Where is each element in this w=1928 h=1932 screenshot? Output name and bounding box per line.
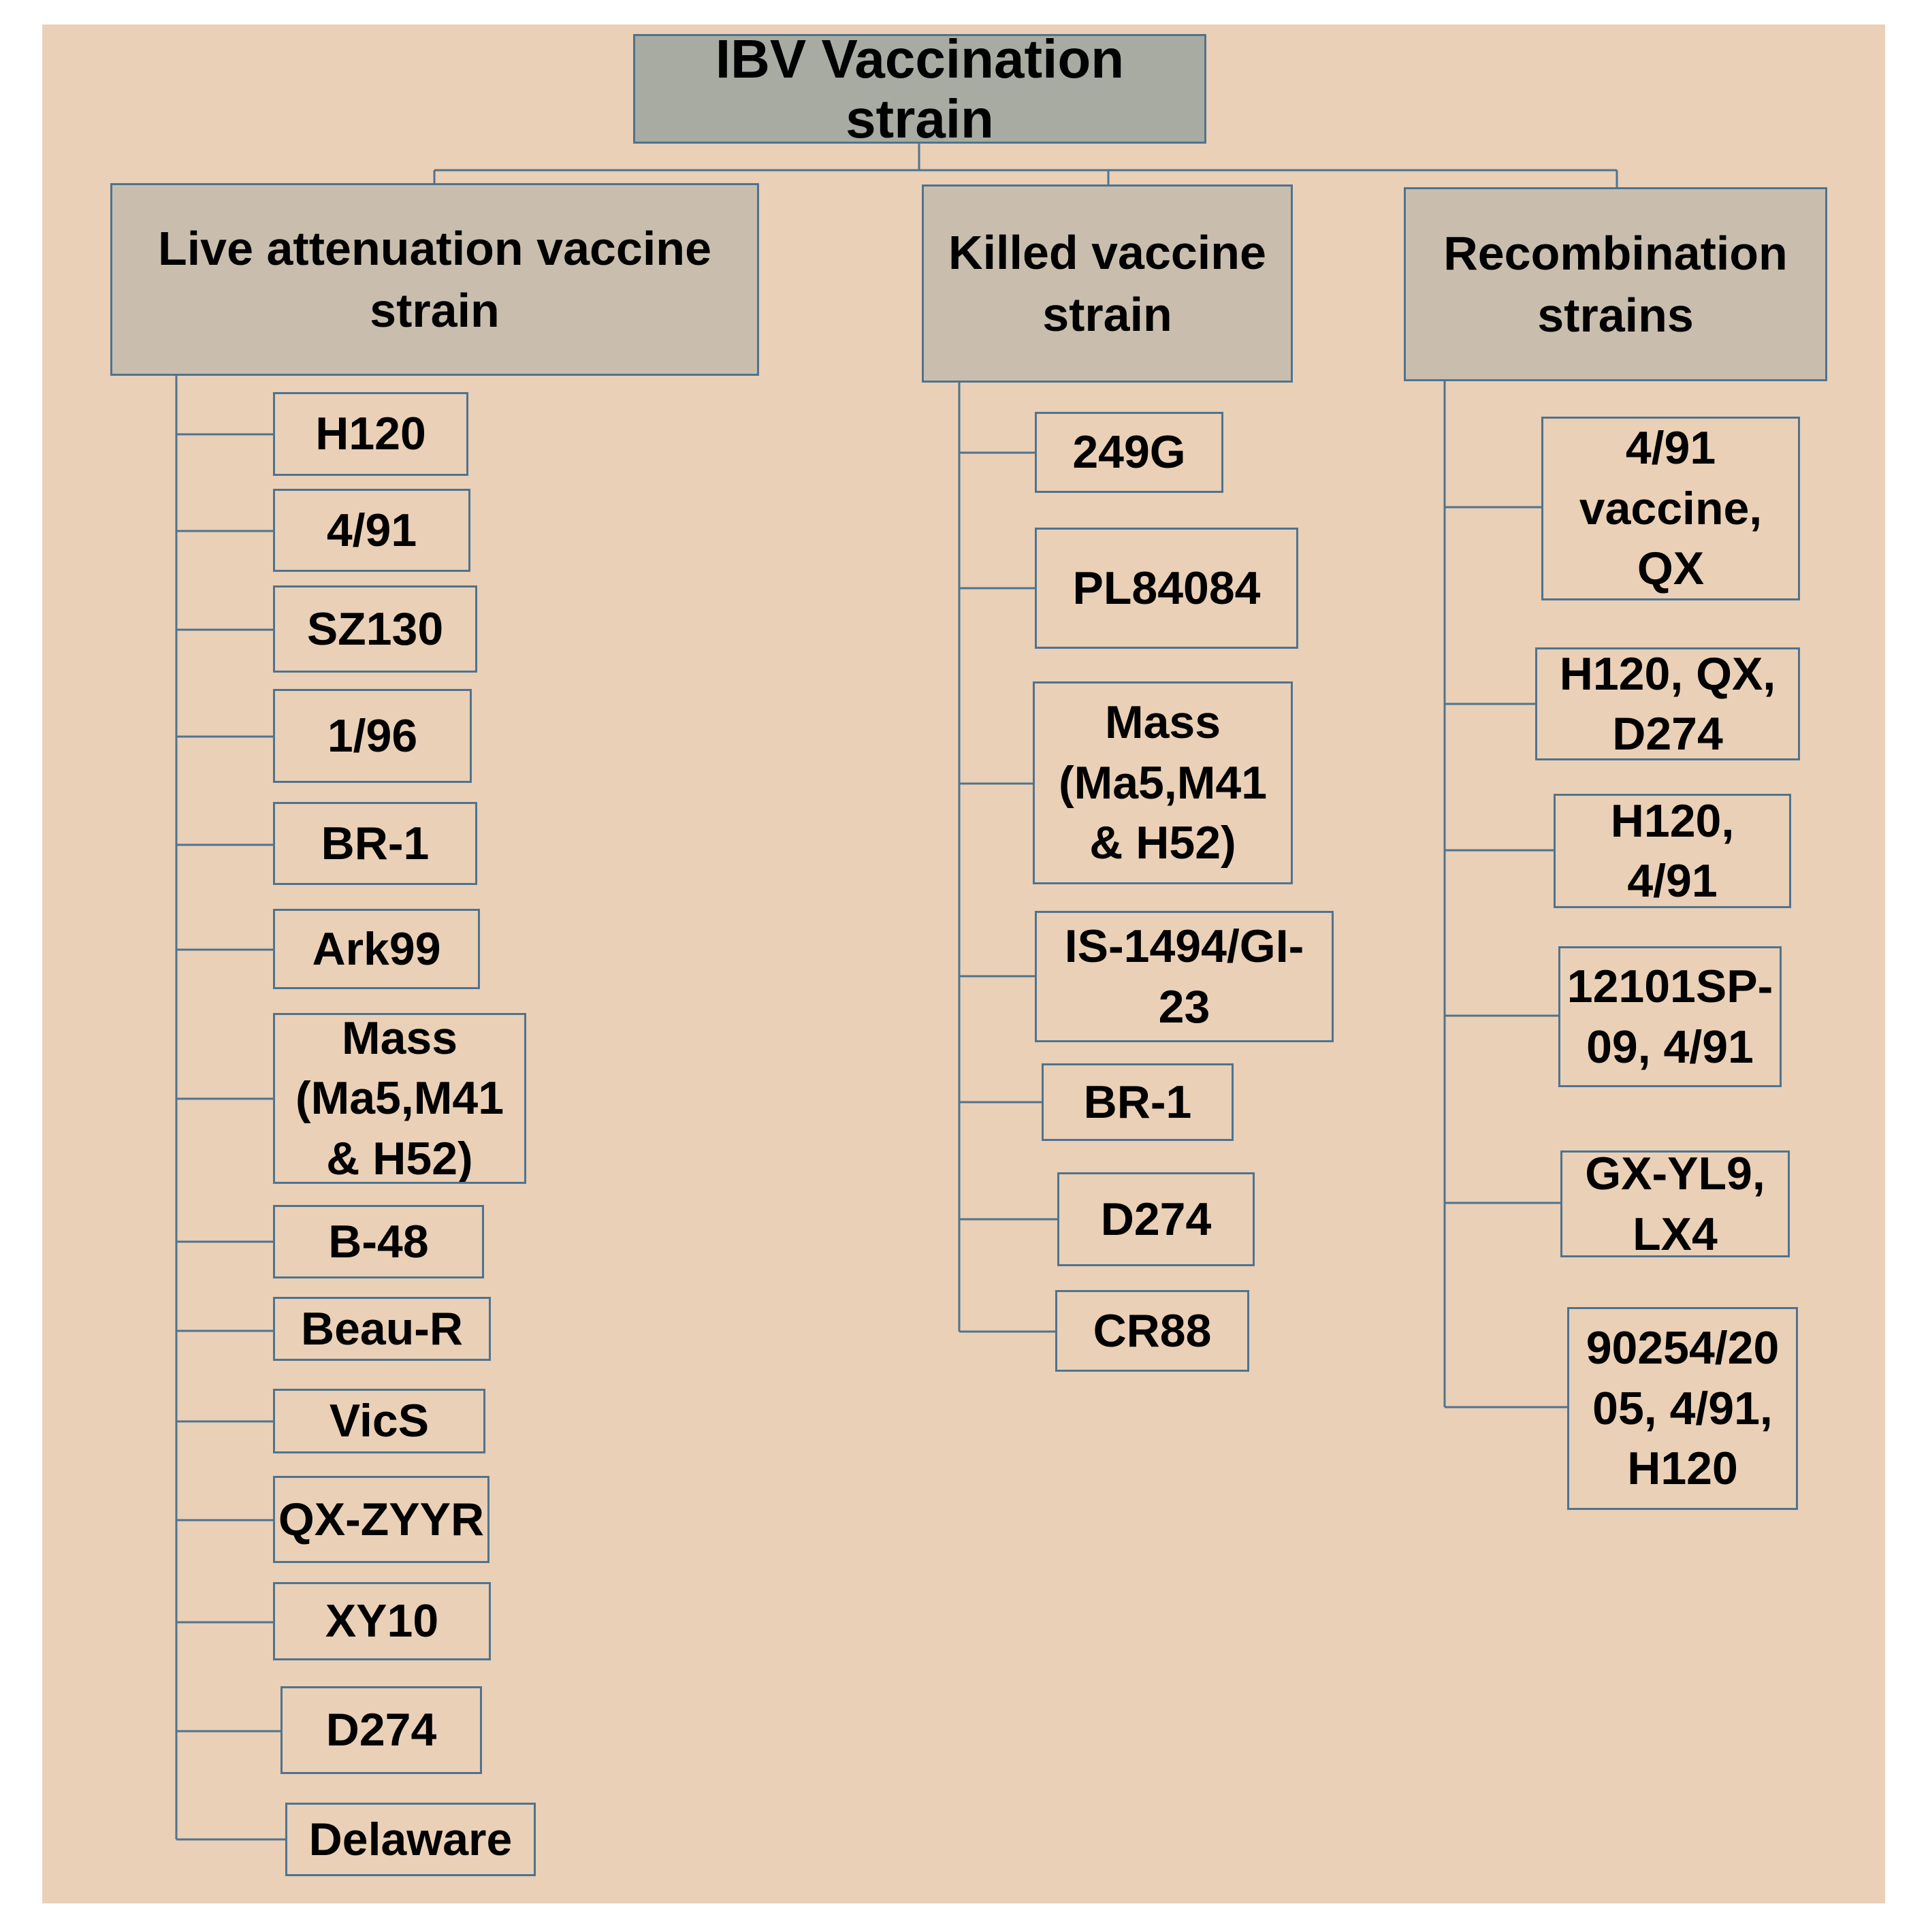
live-item-ark99: Ark99 (273, 909, 480, 989)
killed-item-249g: 249G (1035, 412, 1223, 493)
live-item-b-48: B-48 (273, 1205, 484, 1278)
killed-item-mass: Mass (Ma5,M41 & H52) (1033, 681, 1293, 884)
root-title: IBV Vaccination strain (633, 34, 1206, 144)
killed-item-d274: D274 (1057, 1172, 1255, 1266)
category-live-attenuation: Live attenuation vaccine strain (110, 183, 759, 376)
killed-item-cr88: CR88 (1055, 1290, 1249, 1372)
killed-item-br-1: BR-1 (1042, 1063, 1234, 1141)
live-item-br-1: BR-1 (273, 802, 477, 885)
live-item-qx-zyyr: QX-ZYYR (273, 1476, 489, 1563)
killed-item-is-1494: IS-1494/GI- 23 (1035, 911, 1334, 1042)
live-item-1-96: 1/96 (273, 689, 472, 783)
live-item-4-91: 4/91 (273, 489, 470, 572)
category-killed-vaccine: Killed vaccine strain (922, 184, 1293, 383)
live-item-h120: H120 (273, 392, 468, 476)
recomb-item-h120-4-91: H120, 4/91 (1554, 794, 1791, 908)
live-item-sz130: SZ130 (273, 585, 477, 673)
live-item-delaware: Delaware (285, 1803, 536, 1876)
live-item-vics: VicS (273, 1389, 485, 1453)
live-item-beau-r: Beau-R (273, 1297, 491, 1361)
killed-item-pl84084: PL84084 (1035, 528, 1298, 649)
recomb-item-90254: 90254/20 05, 4/91, H120 (1567, 1307, 1798, 1510)
live-item-d274: D274 (280, 1686, 482, 1774)
category-recombination: Recombination strains (1404, 187, 1827, 381)
live-item-mass: Mass (Ma5,M41 & H52) (273, 1013, 526, 1184)
recomb-item-4-91-qx: 4/91 vaccine, QX (1541, 417, 1800, 600)
recomb-item-gx-yl9-lx4: GX-YL9, LX4 (1560, 1150, 1790, 1257)
recomb-item-12101sp: 12101SP- 09, 4/91 (1558, 946, 1782, 1087)
recomb-item-h120-qx-d274: H120, QX, D274 (1535, 647, 1800, 760)
live-item-xy10: XY10 (273, 1582, 491, 1660)
